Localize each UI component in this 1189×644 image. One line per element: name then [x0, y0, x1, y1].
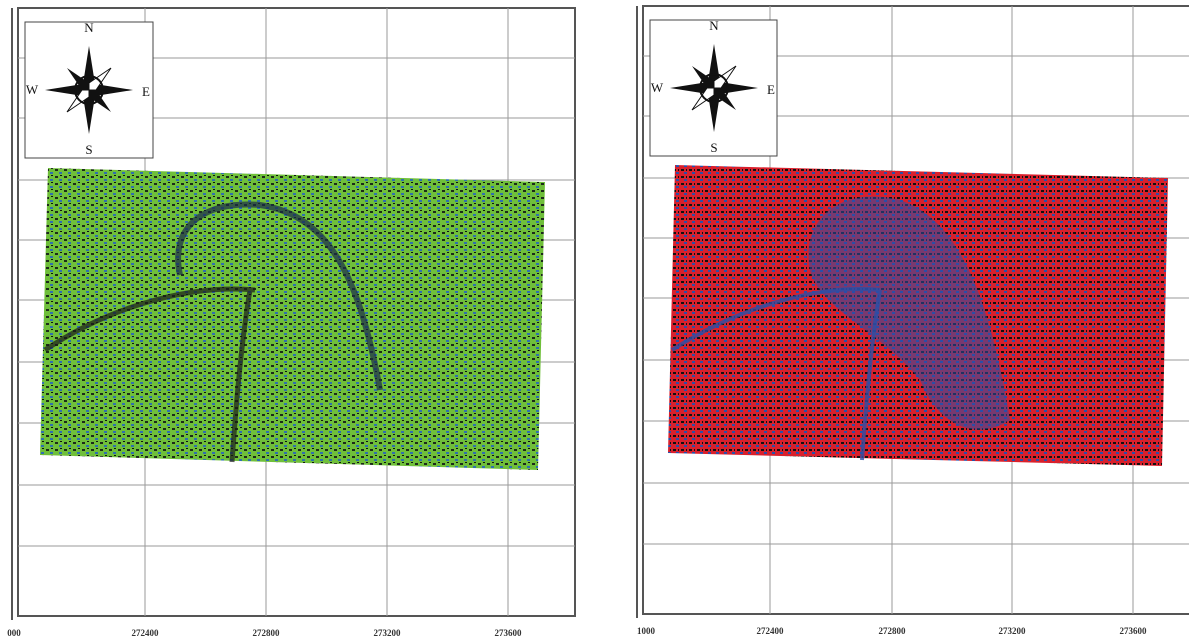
x-label: 272800 [253, 628, 281, 638]
compass-s: S [85, 142, 92, 157]
compass-w: W [26, 82, 39, 97]
compass-e: E [767, 82, 775, 97]
x-label: 272400 [132, 628, 160, 638]
x-label: 273600 [495, 628, 523, 638]
map-panel: N S W E 000 272400 272800 273200 273600 [7, 8, 575, 638]
map-panel: N S W E 1000 272400 272800 273200 273600 [637, 6, 1189, 636]
compass-w: W [651, 80, 664, 95]
x-label: 272400 [757, 626, 785, 636]
x-label: 273600 [1120, 626, 1148, 636]
compass-s: S [710, 140, 717, 155]
x-label: 1000 [637, 626, 656, 636]
x-label: 272800 [879, 626, 907, 636]
x-label: 000 [7, 628, 21, 638]
x-label: 273200 [999, 626, 1027, 636]
compass-e: E [142, 84, 150, 99]
x-label: 273200 [374, 628, 402, 638]
map-figure: N S W E 000 272400 272800 273200 273600 … [0, 0, 1189, 644]
compass-n: N [84, 20, 94, 35]
compass-n: N [709, 18, 719, 33]
